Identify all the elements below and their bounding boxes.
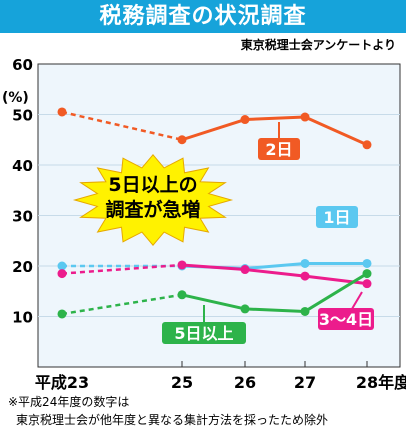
x-tick-25: 25 [171,373,193,392]
series-0-point-25 [177,135,187,145]
chart-title: 税務調査の状況調査 [0,0,406,33]
series-2-point-25 [177,260,187,270]
series-3-label-box [162,322,246,344]
y-tick-30: 30 [12,208,33,226]
series-0-point-28 [362,140,372,150]
footnote: ※平成24年度の数字は 東京税理士会が他年度と異なる集計方法を採ったため除外 [8,393,328,429]
series-0-label-box [258,138,300,160]
annotation-burst: 5日以上の 調査が急増 [72,154,234,246]
y-axis-label: (%) [2,90,29,106]
x-tick-26: 26 [234,373,256,392]
annotation-line-1: 5日以上の [108,174,197,196]
starburst-shape [72,154,234,246]
x-axis-ticks: 平成23 25 26 27 28年度 [35,361,406,392]
series-2-label-box [318,308,374,330]
series-3-point-28 [362,269,372,279]
x-tick-23: 平成23 [35,373,89,392]
y-axis-ticks: 10 20 30 40 50 60 [12,56,33,327]
series-2-dashed-segment [61,263,183,275]
series-2-point-28 [362,279,372,289]
series-1-point-23 [57,261,67,271]
series-0-line [181,115,368,147]
annotation-line-2: 調査が急増 [105,198,200,221]
series-1-point-28 [362,258,372,268]
y-tick-40: 40 [12,157,33,175]
series-lines [57,107,372,319]
source-note: 東京税理士会アンケートより [240,38,396,52]
series-2-point-23 [57,269,67,279]
series-3-label: 5日以上 [174,324,233,343]
series-2-point-26 [240,265,250,275]
series-1-label: 1日 [323,208,350,227]
series-2-label: 3～4日 [319,310,373,329]
series-2-line [181,263,368,286]
series-2-point-27 [300,271,310,281]
series-0-label: 2日 [265,140,292,159]
series-labels: 2日 1日 3～4日 5日以上 [162,122,374,344]
series-0-dashed-segment [61,110,183,141]
y-tick-50: 50 [12,107,33,125]
series-0-point-23 [57,107,67,117]
y-tick-60: 60 [12,56,33,74]
y-tick-10: 10 [12,309,33,327]
series-0-point-26 [240,115,250,125]
footnote-line-1: ※平成24年度の数字は [8,395,130,409]
footnote-line-2: 東京税理士会が他年度と異なる集計方法を採ったため除外 [16,413,329,427]
x-tick-28: 28年度 [356,373,406,392]
series-3-point-23 [57,309,67,319]
series-3-line [181,272,368,313]
series-3-point-26 [240,304,250,314]
series-3-dashed-segment [61,293,183,316]
y-tick-20: 20 [12,258,33,276]
x-tick-27: 27 [294,373,316,392]
series-3-point-27 [300,306,310,316]
series-1-point-27 [300,258,310,268]
series-0-point-27 [300,112,310,122]
series-3-point-25 [177,290,187,300]
series-1-label-box [316,206,358,228]
